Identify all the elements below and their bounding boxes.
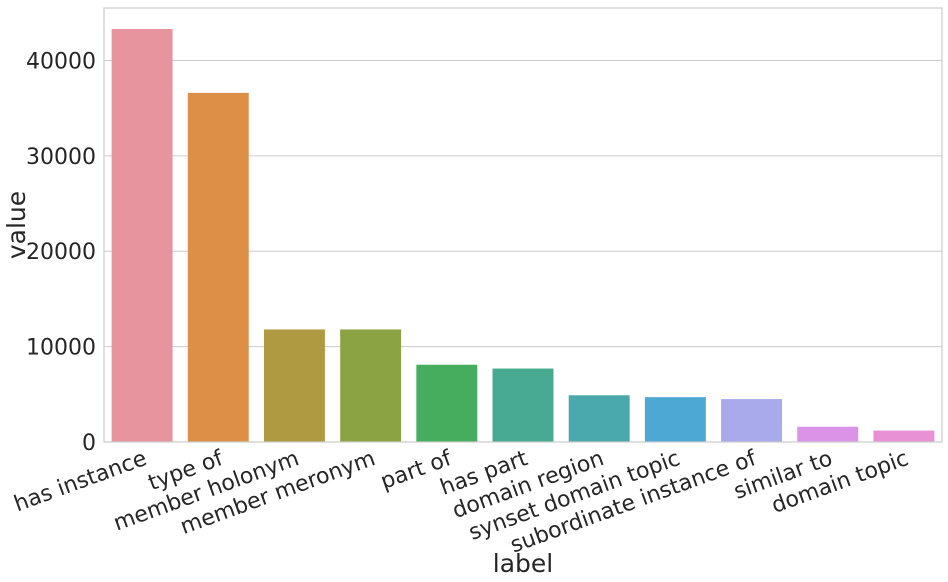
bar (568, 395, 630, 442)
y-tick-label: 10000 (26, 336, 96, 361)
bar (263, 329, 325, 442)
bar (111, 28, 173, 442)
bar (492, 368, 554, 442)
plot-frame (103, 7, 943, 443)
bars (111, 28, 935, 443)
x-axis-label: label (493, 549, 553, 578)
bar (340, 329, 402, 442)
bar (644, 397, 706, 442)
y-tick-label: 30000 (26, 145, 96, 170)
bar (416, 364, 478, 442)
bar (721, 399, 783, 442)
bar (187, 92, 249, 443)
y-axis-label: value (2, 191, 31, 259)
bar (873, 430, 935, 442)
y-axis-ticks: 0 10000 20000 30000 40000 (26, 49, 96, 456)
bar (797, 426, 859, 442)
y-tick-label: 40000 (26, 49, 96, 74)
y-tick-label: 0 (82, 431, 96, 456)
y-tick-label: 20000 (26, 240, 96, 265)
